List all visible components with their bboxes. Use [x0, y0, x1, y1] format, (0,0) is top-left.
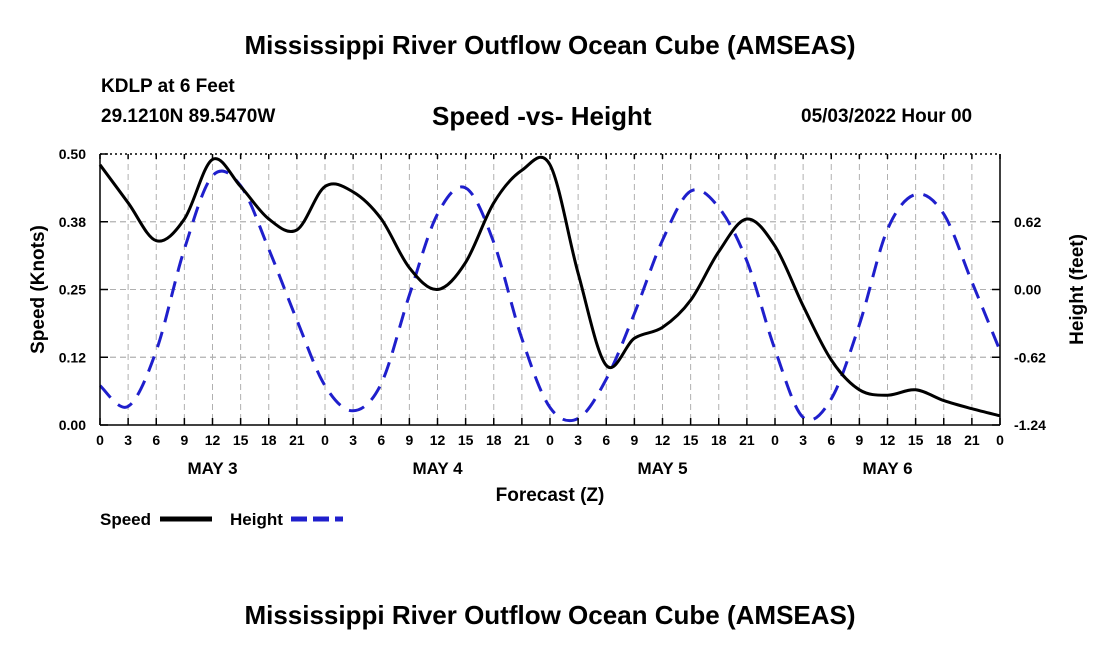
- x-tick-label: 12: [880, 432, 896, 448]
- x-tick-label: 21: [739, 432, 755, 448]
- x-tick-label: 18: [711, 432, 727, 448]
- x-tick-label: 21: [964, 432, 980, 448]
- x-tick-label: 9: [405, 432, 413, 448]
- y-tick-label-left: 0.50: [59, 146, 86, 162]
- x-tick-label: 6: [152, 432, 160, 448]
- x-tick-label: 9: [630, 432, 638, 448]
- y-axis-title-left: Speed (Knots): [28, 225, 49, 354]
- x-tick-label: 15: [458, 432, 474, 448]
- y-axis-title-right: Height (feet): [1067, 234, 1088, 345]
- x-tick-label: 18: [486, 432, 502, 448]
- series-line-speed: [98, 155, 1001, 418]
- x-tick-label: 15: [233, 432, 249, 448]
- station-label: KDLP at 6 Feet: [101, 76, 235, 97]
- series-line-height: [98, 169, 1002, 423]
- x-day-label: MAY 6: [862, 459, 912, 478]
- coordinates-label: 29.1210N 89.5470W: [101, 106, 276, 127]
- x-tick-label: 15: [908, 432, 924, 448]
- y-tick-label-right: -1.24: [1014, 417, 1046, 433]
- x-tick-label: 9: [180, 432, 188, 448]
- x-tick-label: 6: [827, 432, 835, 448]
- x-tick-label: 9: [855, 432, 863, 448]
- legend: Speed Height: [100, 510, 343, 529]
- y-tick-label-right: 0.00: [1014, 282, 1041, 298]
- x-tick-label: 21: [289, 432, 305, 448]
- chart-subtitle: Speed -vs- Height: [432, 101, 652, 131]
- x-tick-label: 15: [683, 432, 699, 448]
- x-tick-label: 3: [124, 432, 132, 448]
- series-layer: [98, 155, 1002, 423]
- x-tick-label: 3: [799, 432, 807, 448]
- x-day-label: MAY 4: [412, 459, 463, 478]
- x-tick-label: 3: [349, 432, 357, 448]
- x-tick-label: 0: [546, 432, 554, 448]
- footer-title: Mississippi River Outflow Ocean Cube (AM…: [244, 600, 856, 630]
- x-tick-label: 0: [96, 432, 104, 448]
- x-axis-title: Forecast (Z): [496, 485, 605, 506]
- y-tick-label-left: 0.25: [59, 282, 86, 298]
- y-tick-label-left: 0.38: [59, 214, 86, 230]
- y-tick-label-right: -0.62: [1014, 349, 1046, 365]
- x-tick-label: 6: [602, 432, 610, 448]
- x-tick-label: 12: [205, 432, 221, 448]
- x-day-label: MAY 3: [187, 459, 237, 478]
- x-tick-label: 12: [430, 432, 446, 448]
- x-tick-label: 0: [771, 432, 779, 448]
- x-tick-label: 0: [996, 432, 1004, 448]
- x-tick-label: 21: [514, 432, 530, 448]
- legend-label-speed: Speed: [100, 510, 151, 529]
- grid-layer: [100, 154, 1000, 425]
- y-tick-label-right: 0.62: [1014, 214, 1041, 230]
- axis-layer: 0 3 6 9 12 15 18 21 0 3 6 9 12 15 18 21 0 3 6 9 12 15 18 21 0 3 6 9…: [28, 146, 1088, 506]
- x-day-label: MAY 5: [637, 459, 687, 478]
- y-tick-label-left: 0.12: [59, 349, 86, 365]
- forecast-datetime: 05/03/2022 Hour 00: [801, 106, 973, 127]
- x-tick-label: 3: [574, 432, 582, 448]
- x-tick-label: 18: [936, 432, 952, 448]
- x-tick-label: 6: [377, 432, 385, 448]
- x-tick-label: 0: [321, 432, 329, 448]
- x-tick-label: 18: [261, 432, 277, 448]
- x-tick-label: 12: [655, 432, 671, 448]
- chart-title: Mississippi River Outflow Ocean Cube (AM…: [244, 30, 856, 60]
- legend-label-height: Height: [230, 510, 283, 529]
- y-tick-label-left: 0.00: [59, 417, 86, 433]
